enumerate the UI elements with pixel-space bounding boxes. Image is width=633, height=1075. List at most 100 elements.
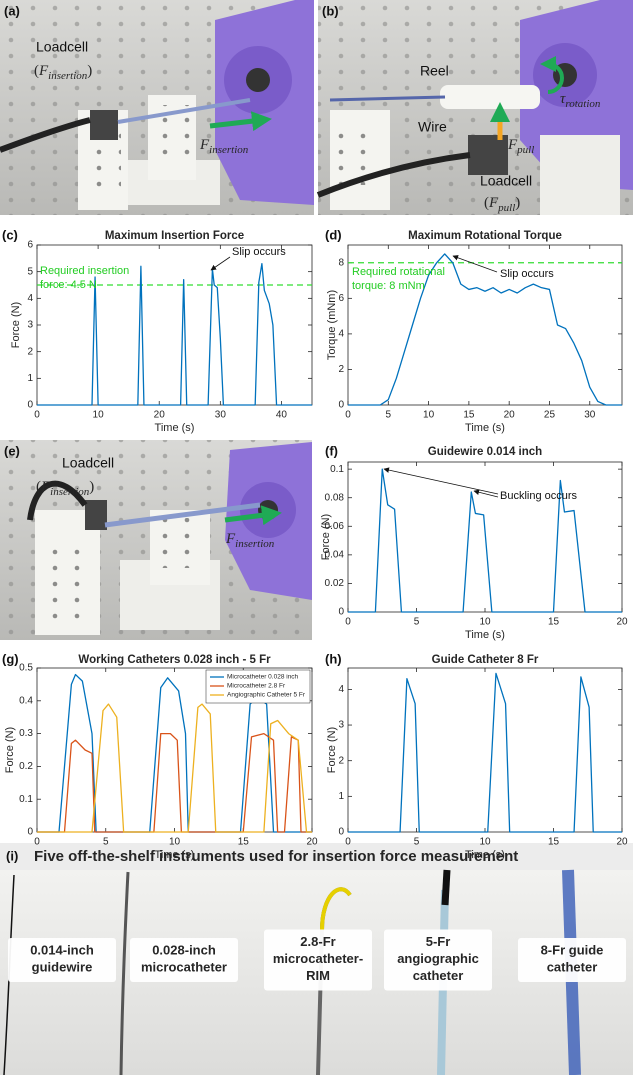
- photo-math-label: (Finsertion): [36, 479, 94, 497]
- photo-math-label: Finsertion: [199, 137, 249, 155]
- paren: (: [36, 479, 41, 495]
- annotation: Slip occurs: [232, 246, 286, 258]
- x-tick-label: 20: [306, 837, 318, 848]
- y-tick-label: 0: [27, 827, 33, 838]
- panel-label: (i): [6, 848, 18, 863]
- x-tick-label: 40: [276, 410, 288, 421]
- plot-area: [347, 667, 623, 833]
- data-line: [37, 703, 312, 833]
- photo-label: Loadcell: [62, 455, 114, 471]
- y-axis-label: Force (N): [10, 302, 22, 348]
- annotation: Required insertion: [40, 265, 129, 277]
- instrument-label-box: [518, 938, 626, 982]
- panel-label: (g): [2, 651, 19, 666]
- subscript: insertion: [235, 538, 275, 550]
- photo-label: Loadcell: [36, 39, 88, 55]
- photo-math-label: (Finsertion): [34, 63, 92, 81]
- x-tick-label: 30: [215, 410, 227, 421]
- panel-label: (h): [325, 651, 342, 666]
- data-line: [348, 468, 622, 613]
- symbol: F: [488, 195, 499, 211]
- x-tick-label: 0: [345, 837, 351, 848]
- instrument-label: microcatheter-: [273, 951, 363, 966]
- x-tick-label: 10: [479, 837, 491, 848]
- photo-math-label: τrotation: [560, 91, 601, 109]
- x-tick-label: 25: [544, 410, 556, 421]
- x-tick-label: 15: [548, 617, 560, 628]
- y-tick-label: 0.1: [330, 464, 344, 475]
- symbol: F: [199, 137, 210, 153]
- paren: ): [515, 195, 520, 211]
- instrument-label: 0.028-inch: [152, 942, 216, 957]
- panel-label: (b): [322, 3, 339, 18]
- x-tick-label: 10: [169, 837, 181, 848]
- x-axis-label: Time (s): [155, 849, 195, 861]
- photo-math-label: Fpull: [507, 137, 534, 155]
- data-line: [348, 672, 622, 833]
- y-tick-label: 2: [338, 364, 344, 375]
- annotation: force: 4.5 N: [40, 279, 97, 291]
- x-tick-label: 10: [479, 617, 491, 628]
- y-tick-label: 0.04: [325, 549, 345, 560]
- instrument-label: 2.8-Fr: [300, 934, 335, 949]
- x-tick-label: 20: [504, 410, 516, 421]
- photo-title: Five off-the-shelf instruments used for …: [34, 848, 518, 865]
- paren: (: [484, 195, 489, 211]
- x-tick-label: 0: [34, 410, 40, 421]
- instrument-label: angiographic: [397, 951, 479, 966]
- y-tick-label: 6: [27, 240, 33, 251]
- instrument-label: catheter: [413, 968, 464, 983]
- chart-title: Maximum Insertion Force: [105, 230, 244, 242]
- y-tick-label: 4: [27, 293, 33, 304]
- y-tick-label: 4: [338, 329, 344, 340]
- x-tick-label: 15: [238, 837, 250, 848]
- legend-box: [205, 669, 311, 704]
- y-tick-label: 0: [338, 827, 344, 838]
- instrument-label: 0.014-inch: [30, 942, 94, 957]
- annotation: Required rotational: [352, 266, 445, 278]
- instrument-label-box: [264, 929, 372, 991]
- x-tick-label: 0: [345, 617, 351, 628]
- y-tick-label: 6: [338, 293, 344, 304]
- x-tick-label: 5: [386, 410, 392, 421]
- y-axis-label: Force (N): [4, 727, 16, 773]
- photo-label: Loadcell: [480, 173, 532, 189]
- x-axis-label: Time (s): [465, 422, 505, 434]
- photo-label: Reel: [420, 63, 449, 79]
- panel-label: (d): [325, 227, 342, 242]
- panel-label: (e): [4, 443, 20, 458]
- instrument-label-box: [8, 938, 116, 982]
- y-tick-label: 2: [338, 755, 344, 766]
- x-tick-label: 10: [423, 410, 435, 421]
- symbol: F: [40, 479, 51, 495]
- instrument-label: microcatheter: [141, 959, 227, 974]
- subscript: rotation: [565, 98, 601, 110]
- y-axis-label: Force (N): [326, 727, 338, 773]
- data-line: [37, 732, 312, 833]
- legend-label: Microcatheter 2.8 Fr: [227, 683, 286, 690]
- y-tick-label: 3: [27, 320, 33, 331]
- y-axis-label: Torque (mNm): [326, 290, 338, 360]
- subscript: pull: [497, 202, 515, 214]
- y-tick-label: 0.1: [19, 794, 33, 805]
- x-tick-label: 5: [414, 837, 420, 848]
- paren: ): [89, 479, 94, 495]
- annotation-arrow: [452, 255, 498, 273]
- y-tick-label: 1: [338, 791, 344, 802]
- x-tick-label: 20: [154, 410, 166, 421]
- x-tick-label: 20: [616, 837, 628, 848]
- plot-area: [36, 244, 313, 406]
- y-axis-label: Force (N): [320, 514, 332, 560]
- plot-area: [347, 244, 623, 406]
- photo-b: [316, 0, 633, 215]
- subscript: pull: [516, 144, 534, 156]
- x-tick-label: 0: [34, 837, 40, 848]
- x-tick-label: 20: [616, 617, 628, 628]
- x-tick-label: 15: [548, 837, 560, 848]
- x-tick-label: 30: [584, 410, 596, 421]
- instrument-label: 8-Fr guide: [541, 942, 604, 957]
- subscript: insertion: [50, 486, 90, 498]
- y-tick-label: 0.08: [325, 492, 345, 503]
- panel-label: (a): [4, 3, 20, 18]
- annotation: Slip occurs: [500, 268, 554, 280]
